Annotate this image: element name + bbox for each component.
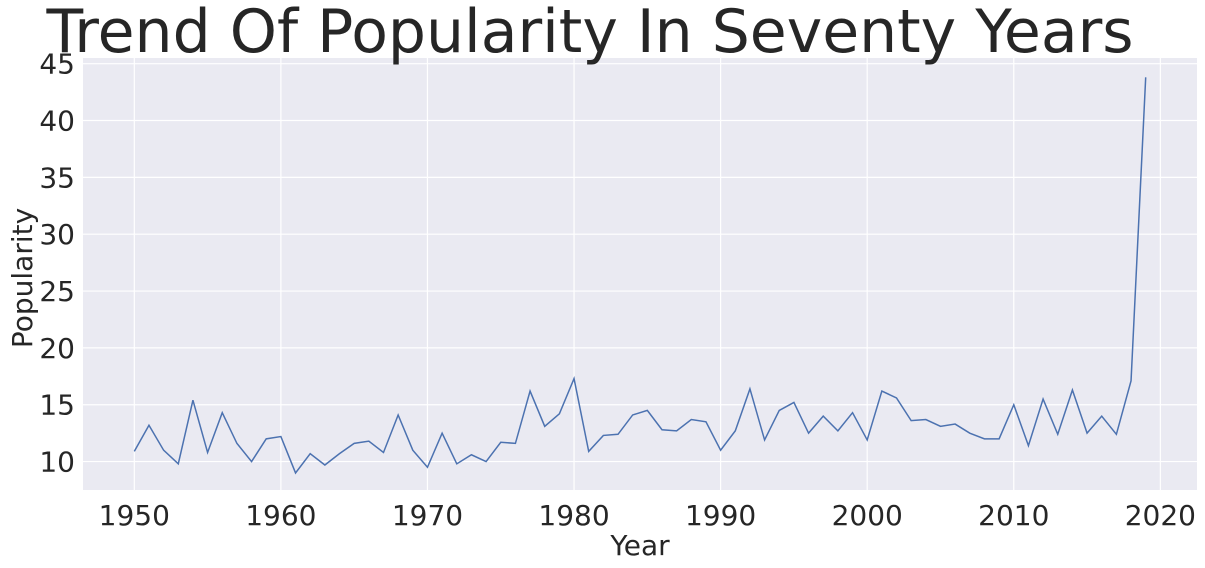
y-tick-label: 40: [39, 105, 75, 138]
y-axis: 10 15 20 25 30 35 40 45: [39, 48, 75, 479]
y-axis-label: Popularity: [6, 208, 39, 348]
x-tick-label: 2010: [978, 499, 1049, 532]
y-tick-label: 45: [39, 48, 75, 81]
y-tick-label: 10: [39, 446, 75, 479]
grid-lines: [83, 58, 1197, 490]
x-tick-label: 1980: [538, 499, 609, 532]
x-axis-label: Year: [609, 529, 670, 562]
y-tick-label: 15: [39, 389, 75, 422]
y-tick-label: 30: [39, 218, 75, 251]
x-axis: 1950 1960 1970 1980 1990 2000 2010 2020: [99, 499, 1196, 532]
y-tick-label: 35: [39, 161, 75, 194]
plot-background: [83, 58, 1197, 490]
x-tick-label: 1960: [245, 499, 316, 532]
y-tick-label: 20: [39, 332, 75, 365]
series-line: [133, 77, 1147, 475]
x-tick-label: 1950: [99, 499, 170, 532]
chart-title: Trend Of Popularity In Seventy Years: [45, 0, 1133, 67]
x-tick-label: 2000: [832, 499, 903, 532]
x-tick-label: 2020: [1125, 499, 1196, 532]
x-tick-label: 1990: [685, 499, 756, 532]
x-tick-label: 1970: [392, 499, 463, 532]
y-tick-label: 25: [39, 275, 75, 308]
